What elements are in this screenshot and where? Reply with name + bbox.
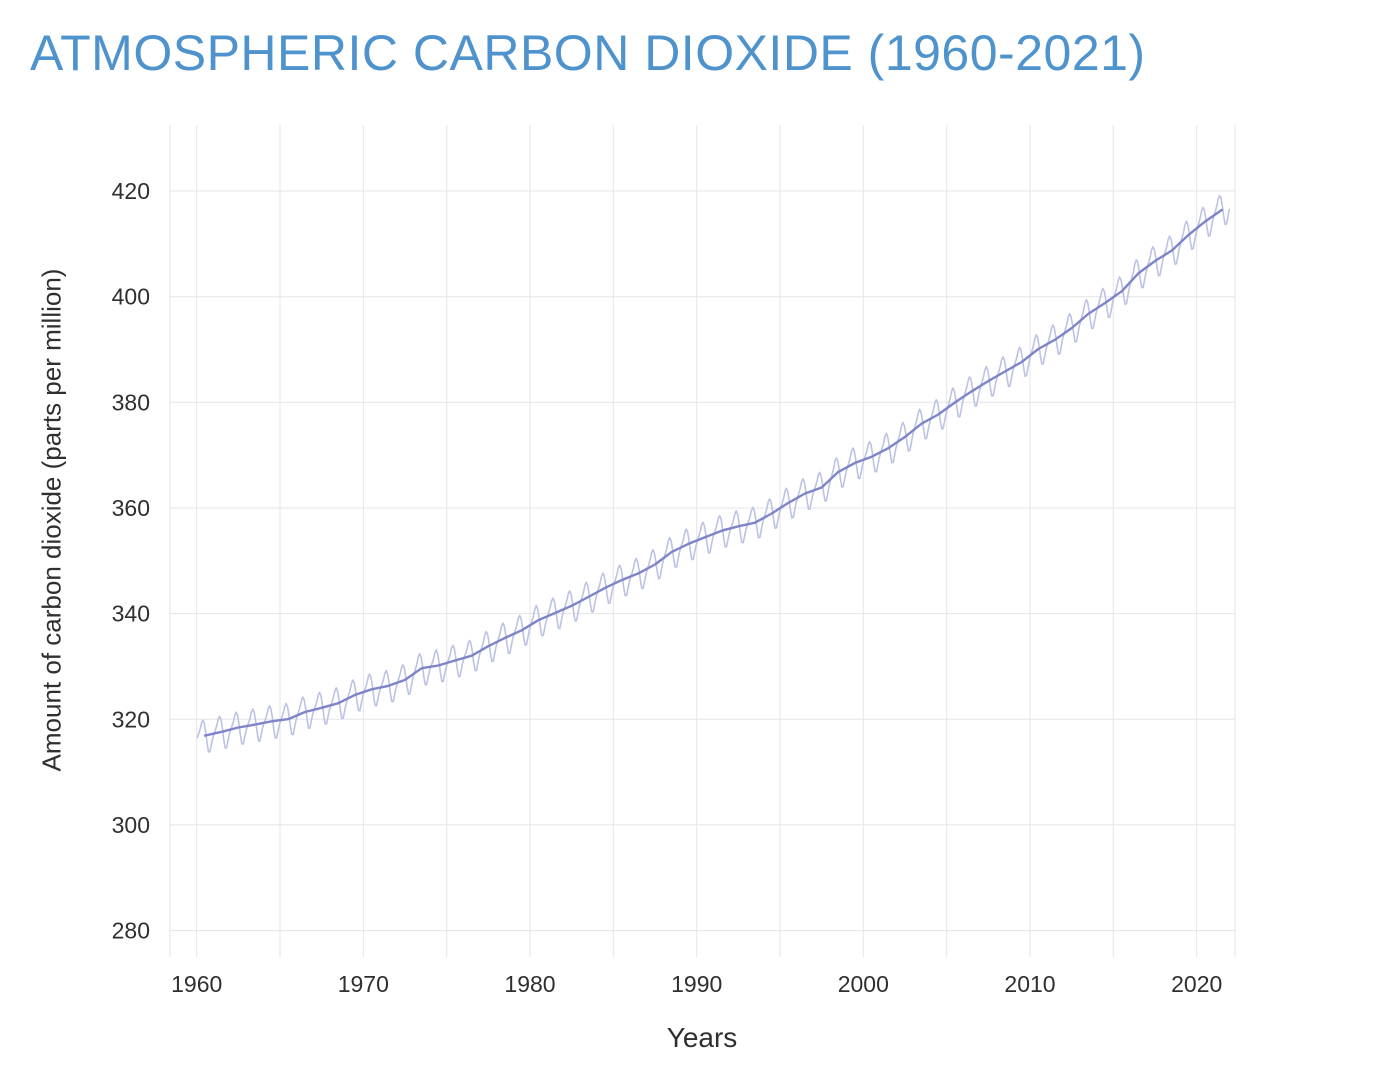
y-tick-label: 380 (112, 389, 150, 415)
x-tick-label: 1970 (338, 971, 389, 997)
monthly-co2-series-line (196, 194, 1231, 753)
x-tick-label: 2000 (838, 971, 889, 997)
y-tick-label: 400 (112, 284, 150, 310)
y-tick-label: 360 (112, 495, 150, 521)
x-tick-label: 1960 (171, 971, 222, 997)
y-tick-label: 420 (112, 178, 150, 204)
y-tick-label: 340 (112, 601, 150, 627)
x-tick-label: 2010 (1004, 971, 1055, 997)
x-tick-label: 1980 (504, 971, 555, 997)
x-axis-label: Years (666, 1022, 738, 1053)
x-tick-label: 1990 (671, 971, 722, 997)
y-tick-label: 320 (112, 706, 150, 732)
chart-title: ATMOSPHERIC CARBON DIOXIDE (1960-2021) (30, 25, 1146, 81)
y-tick-label: 280 (112, 918, 150, 944)
y-tick-label: 300 (112, 812, 150, 838)
co2-line-chart: 280 300 320 340 360 380 400 420 1960 1970 1980 1990… (112, 125, 1236, 997)
x-tick-label: 2020 (1171, 971, 1222, 997)
annual-trend-series-line (203, 208, 1223, 737)
